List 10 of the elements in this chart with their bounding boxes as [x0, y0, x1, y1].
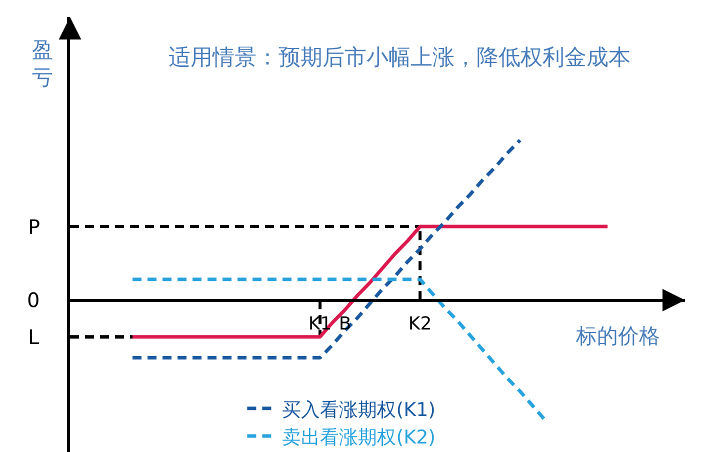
- chart-title: 适用情景：预期后市小幅上涨，降低权利金成本: [168, 46, 631, 71]
- text: 0: [27, 288, 40, 312]
- x-tick-label: B: [338, 313, 352, 334]
- legend-label: 买入看涨期权(K1): [282, 398, 436, 421]
- x-axis-title: 标的价格: [575, 324, 660, 348]
- legend-label: 卖出看涨期权(K2): [282, 426, 436, 448]
- y-axis-title: 盈亏: [32, 38, 53, 90]
- x-tick-label: K2: [408, 313, 432, 334]
- ref-line-label: P: [28, 215, 40, 239]
- text: L: [28, 325, 40, 349]
